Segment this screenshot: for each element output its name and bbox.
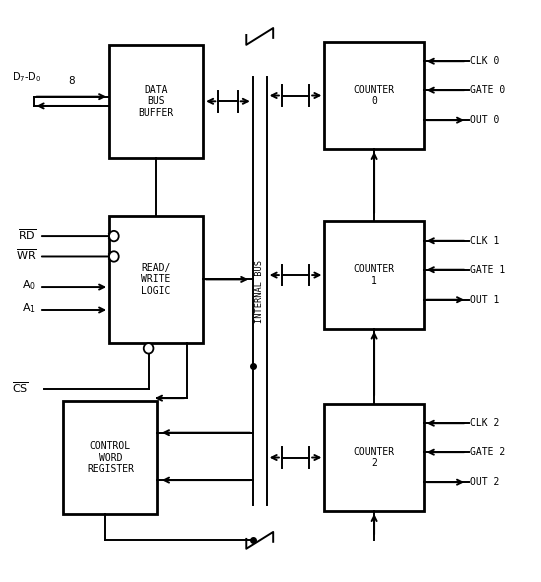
- Text: DATA
BUS
BUFFER: DATA BUS BUFFER: [138, 85, 174, 118]
- Text: GATE 0: GATE 0: [470, 85, 505, 95]
- Text: D$_7$-D$_0$: D$_7$-D$_0$: [12, 70, 42, 84]
- Text: OUT 2: OUT 2: [470, 477, 499, 487]
- Text: GATE 1: GATE 1: [470, 265, 505, 275]
- Bar: [109, 216, 203, 343]
- Circle shape: [109, 251, 118, 262]
- Text: A$_0$: A$_0$: [22, 278, 36, 292]
- Text: $\overline{\rm RD}$: $\overline{\rm RD}$: [18, 227, 36, 242]
- Text: COUNTER
0: COUNTER 0: [354, 85, 395, 107]
- Text: OUT 0: OUT 0: [470, 115, 499, 125]
- Text: 8: 8: [68, 76, 75, 86]
- Text: CLK 0: CLK 0: [470, 56, 499, 66]
- Bar: [109, 45, 203, 158]
- Text: A$_1$: A$_1$: [22, 301, 36, 315]
- Text: CONTROL
WORD
REGISTER: CONTROL WORD REGISTER: [87, 441, 134, 474]
- Text: CLK 1: CLK 1: [470, 236, 499, 246]
- Text: OUT 1: OUT 1: [470, 294, 499, 305]
- Bar: [324, 222, 424, 329]
- Text: CLK 2: CLK 2: [470, 418, 499, 428]
- Text: $\overline{\rm WR}$: $\overline{\rm WR}$: [16, 247, 36, 262]
- Circle shape: [144, 343, 154, 353]
- Bar: [324, 404, 424, 511]
- Text: GATE 2: GATE 2: [470, 447, 505, 457]
- Circle shape: [109, 231, 118, 242]
- Text: COUNTER
2: COUNTER 2: [354, 447, 395, 469]
- Text: COUNTER
1: COUNTER 1: [354, 264, 395, 286]
- Text: INTERNAL BUS: INTERNAL BUS: [255, 260, 264, 322]
- Text: READ/
WRITE
LOGIC: READ/ WRITE LOGIC: [141, 263, 171, 296]
- Text: $\overline{\rm CS}$: $\overline{\rm CS}$: [12, 381, 29, 395]
- Bar: [324, 42, 424, 149]
- Bar: [63, 401, 157, 514]
